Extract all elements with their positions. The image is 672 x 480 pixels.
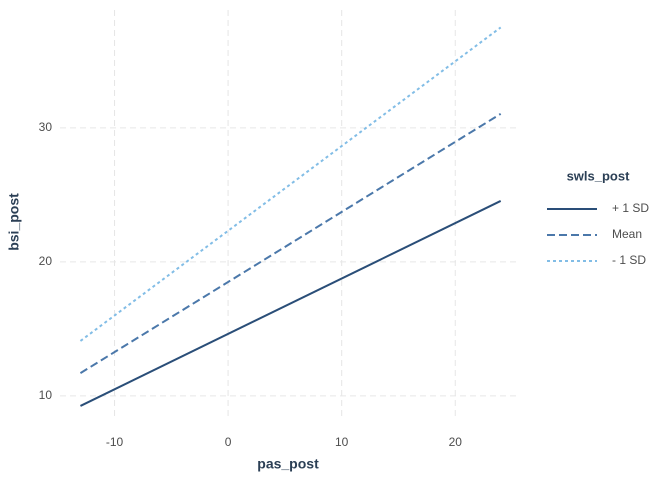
x-tick-label: 10: [335, 435, 349, 449]
legend-title: swls_post: [567, 168, 631, 183]
x-axis-title: pas_post: [257, 456, 319, 472]
y-axis-title: bsi_post: [6, 193, 22, 251]
y-tick-label: 10: [39, 388, 53, 402]
y-tick-label: 20: [39, 254, 53, 268]
x-tick-label: 0: [225, 435, 232, 449]
legend-label: - 1 SD: [612, 253, 646, 267]
x-tick-label: 20: [449, 435, 463, 449]
series-line: [79, 112, 502, 374]
series-line: [80, 200, 502, 407]
x-tick-label: -10: [106, 435, 124, 449]
legend-label: + 1 SD: [612, 201, 649, 215]
y-tick-label: 30: [39, 120, 53, 134]
series-line: [79, 26, 502, 342]
legend-label: Mean: [612, 227, 642, 241]
